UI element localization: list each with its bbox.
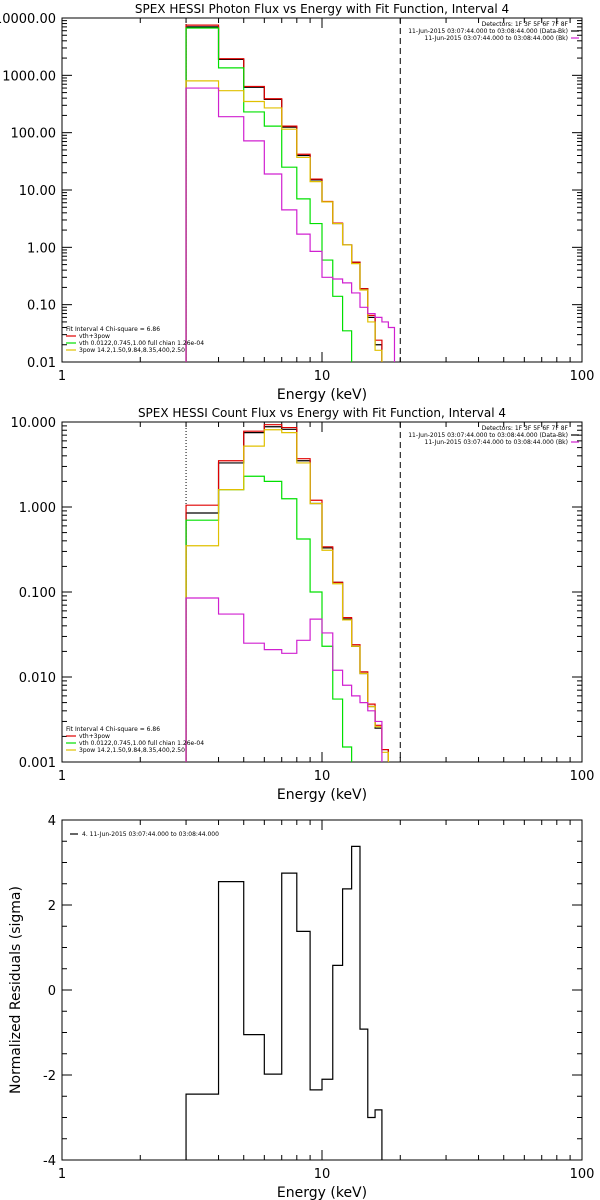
series-line-trace-1: [185, 845, 383, 1160]
y-tick-label: 10.000: [11, 416, 57, 431]
x-tick-label: 10: [314, 769, 331, 784]
y-tick-label: 4: [48, 814, 56, 829]
legend-bottomleft-item: Fit Interval 4 Chi-square = 6.86: [66, 326, 160, 333]
y-tick-label: 0.001: [19, 756, 56, 771]
series-line-vth+3pow: [185, 424, 389, 762]
series-line-vth: [185, 27, 353, 362]
x-tick-label: 1: [58, 1167, 66, 1182]
legend-bottomleft-item: vth 0.0122,0.745,1.00 full chian 1.26e-0…: [79, 340, 204, 347]
x-axis-label: Energy (keV): [277, 1185, 367, 1200]
legend-topleft-item: 4. 11-Jun-2015 03:07:44.000 to 03:08:44.…: [82, 831, 219, 838]
y-tick-label: 2: [48, 899, 56, 914]
y-tick-label: 0: [48, 984, 56, 999]
chart-title: SPEX HESSI Photon Flux vs Energy with Fi…: [135, 2, 509, 16]
series-line-vth+3pow: [185, 24, 383, 362]
series-line-3pow: [185, 80, 383, 362]
series-line-3pow: [185, 429, 389, 762]
chart-panel-2: SPEX HESSI Count Flux vs Energy with Fit…: [11, 406, 595, 803]
y-tick-label: 0.10: [27, 299, 56, 314]
axes-frame: [61, 819, 583, 1161]
x-tick-label: 1: [58, 769, 66, 784]
y-tick-label: 10000.00: [0, 12, 56, 27]
series-group: [185, 845, 383, 1160]
chart-title: SPEX HESSI Count Flux vs Energy with Fit…: [138, 406, 506, 420]
x-axis-label: Energy (keV): [277, 787, 367, 803]
legend-bottomleft-item: vth+3pow: [79, 733, 110, 740]
y-tick-label: 1.00: [27, 241, 56, 256]
y-tick-label: -2: [43, 1069, 56, 1084]
y-tick-label: 100.00: [11, 127, 57, 142]
x-tick-label: 100: [570, 1167, 595, 1182]
series-line-trace-5: [185, 597, 383, 762]
legend-bottomleft-item: vth 0.0122,0.745,1.00 full chian 1.26e-0…: [79, 740, 204, 747]
legend-bottomleft-item: 3pow 14.2,1.50,9.84,8.35,400,2.50: [79, 747, 185, 754]
legend-topright-item: Detectors: 1F 3F 5F 6F 7F 8F: [482, 21, 569, 28]
x-tick-label: 10: [314, 1167, 331, 1182]
series-line-trace-1: [185, 426, 389, 762]
series-group: [185, 24, 396, 362]
y-tick-label: -4: [43, 1154, 56, 1169]
series-group: [185, 424, 389, 762]
series-line-trace-5: [185, 87, 396, 362]
legend-topright-item: 11-Jun-2015 03:07:44.000 to 03:08:44.000…: [425, 439, 568, 446]
y-tick-label: 0.100: [19, 586, 56, 601]
legend-bottomleft-item: 3pow 14.2,1.50,9.84,8.35,400,2.50: [79, 347, 185, 354]
y-tick-label: 0.010: [19, 671, 56, 686]
x-tick-label: 1: [58, 369, 66, 384]
legend-topright-item: 11-Jun-2015 03:07:44.000 to 03:08:44.000…: [408, 432, 568, 439]
legend-bottomleft-item: Fit Interval 4 Chi-square = 6.86: [66, 726, 160, 733]
y-tick-label: 10.00: [19, 184, 56, 199]
legend-bottomleft-item: vth+3pow: [79, 333, 110, 340]
y-tick-label: 1000.00: [2, 69, 56, 84]
x-tick-label: 100: [570, 769, 595, 784]
legend-topright-item: 11-Jun-2015 03:07:44.000 to 03:08:44.000…: [425, 35, 568, 42]
x-tick-label: 100: [570, 369, 595, 384]
chart-panel-3: 1 10 100 Energy (keV) 4 2 0 -2 -4 Normalized Resi…: [8, 814, 594, 1200]
y-axis-label: Normalized Residuals (sigma): [8, 886, 24, 1094]
legend-topright-item: Detectors: 1F 3F 5F 6F 7F 8F: [482, 425, 569, 432]
series-line-trace-1: [185, 26, 383, 362]
x-axis-label: Energy (keV): [277, 387, 367, 403]
legend-topright-item: 11-Jun-2015 03:07:44.000 to 03:08:44.000…: [408, 28, 568, 35]
chart-panel-1: SPEX HESSI Photon Flux vs Energy with Fi…: [0, 2, 595, 403]
x-tick-label: 10: [314, 369, 331, 384]
y-tick-label: 0.01: [27, 356, 56, 371]
y-tick-label: 1.000: [19, 501, 56, 516]
